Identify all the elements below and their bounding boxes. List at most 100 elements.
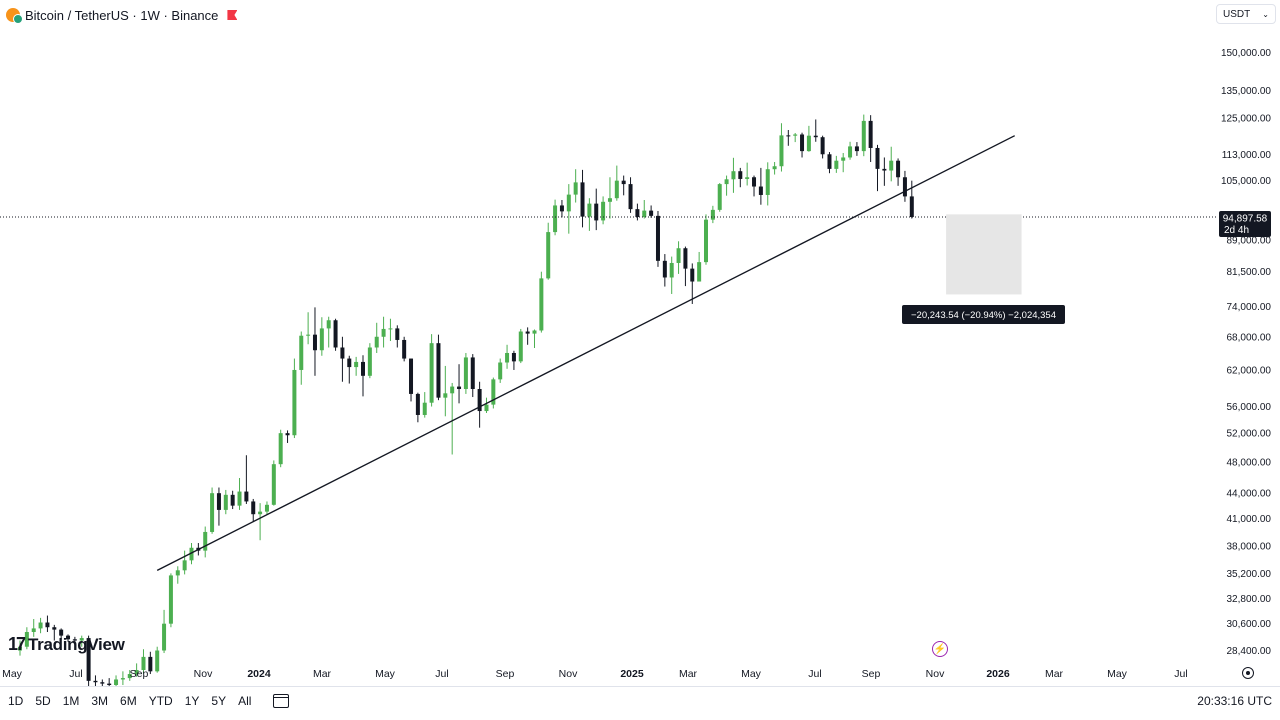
candle bbox=[758, 167, 763, 205]
candle bbox=[806, 125, 811, 152]
time-tick-label: Nov bbox=[194, 668, 213, 680]
time-tick-label: Mar bbox=[1045, 668, 1064, 680]
candle-body bbox=[655, 215, 660, 261]
symbol-header[interactable]: Bitcoin / TetherUS · 1W · Binance bbox=[6, 6, 238, 24]
candle-body bbox=[79, 638, 84, 641]
candle-body bbox=[854, 146, 859, 152]
candle-body bbox=[450, 386, 455, 394]
gear-icon[interactable] bbox=[1242, 667, 1254, 679]
candle bbox=[443, 365, 448, 417]
candle bbox=[697, 251, 702, 282]
candle bbox=[477, 381, 482, 428]
candle-body bbox=[594, 203, 599, 221]
candle bbox=[361, 355, 365, 397]
candle-body bbox=[141, 656, 146, 670]
time-tick-label: May bbox=[1107, 668, 1128, 680]
candle bbox=[381, 316, 386, 348]
range-1m[interactable]: 1M bbox=[62, 694, 80, 708]
candle-body bbox=[367, 347, 372, 376]
range-3m[interactable]: 3M bbox=[91, 694, 109, 708]
candle bbox=[710, 205, 715, 224]
candle bbox=[868, 115, 873, 162]
candle bbox=[409, 358, 414, 402]
candle bbox=[882, 157, 887, 186]
candle-body bbox=[319, 328, 324, 351]
range-1d[interactable]: 1D bbox=[8, 694, 24, 708]
candle-body bbox=[333, 320, 338, 348]
range-all[interactable]: All bbox=[238, 694, 252, 708]
trendline[interactable] bbox=[156, 135, 1016, 571]
tether-icon bbox=[13, 14, 23, 24]
candle bbox=[669, 256, 674, 294]
candle-body bbox=[381, 328, 386, 337]
candle bbox=[237, 477, 242, 510]
candle-body bbox=[580, 182, 585, 217]
candle bbox=[559, 199, 564, 218]
calendar-icon[interactable] bbox=[273, 694, 290, 708]
candle-body bbox=[457, 386, 462, 390]
candle-body bbox=[601, 201, 606, 221]
candle-body bbox=[52, 627, 57, 630]
candle bbox=[649, 205, 654, 218]
candle bbox=[566, 184, 571, 234]
candle bbox=[429, 334, 434, 407]
currency-select[interactable]: USDT ⌄ bbox=[1216, 4, 1276, 24]
candle bbox=[724, 175, 729, 196]
candle-body bbox=[676, 248, 681, 263]
price-tick-label: 48,000.00 bbox=[1227, 457, 1272, 468]
candle bbox=[834, 155, 839, 173]
candle-body bbox=[813, 135, 818, 138]
candle-body bbox=[717, 184, 722, 210]
candle-body bbox=[731, 171, 736, 180]
candle-body bbox=[607, 198, 612, 202]
range-6m[interactable]: 6M bbox=[120, 694, 137, 708]
candle bbox=[580, 169, 585, 228]
candle-body bbox=[875, 147, 880, 169]
candle bbox=[367, 343, 372, 379]
price-chart[interactable]: 150,000.00 135,000.00 125,000.00 113,000.00… bbox=[0, 0, 1280, 686]
candle bbox=[813, 119, 818, 142]
candle bbox=[230, 490, 235, 510]
candle-body bbox=[649, 210, 654, 216]
measure-box[interactable] bbox=[946, 214, 1022, 295]
candle-body bbox=[662, 260, 667, 278]
candle bbox=[162, 609, 167, 654]
flag-icon[interactable] bbox=[227, 10, 238, 20]
candles bbox=[18, 114, 914, 686]
candle bbox=[902, 170, 907, 202]
time-tick-label: May bbox=[375, 668, 396, 680]
range-ytd[interactable]: YTD bbox=[148, 694, 173, 708]
candle bbox=[662, 254, 667, 287]
candle bbox=[635, 203, 640, 221]
price-tick-label: 81,500.00 bbox=[1227, 267, 1272, 278]
candle-body bbox=[361, 361, 365, 376]
candle bbox=[271, 460, 276, 506]
candle-body bbox=[422, 402, 427, 415]
candle bbox=[642, 199, 647, 219]
candle-body bbox=[779, 135, 784, 167]
candle bbox=[120, 671, 125, 686]
candle-body bbox=[189, 547, 194, 561]
candle-body bbox=[114, 679, 119, 686]
candle-body bbox=[162, 623, 167, 651]
candle bbox=[134, 663, 139, 677]
utc-clock[interactable]: 20:33:16 UTC bbox=[1197, 694, 1272, 708]
candle bbox=[415, 392, 420, 423]
candle bbox=[258, 503, 263, 541]
range-1y[interactable]: 1Y bbox=[184, 694, 200, 708]
range-5y[interactable]: 5Y bbox=[211, 694, 227, 708]
flash-icon[interactable]: ⚡ bbox=[932, 641, 948, 657]
candle bbox=[31, 619, 36, 637]
candle-body bbox=[484, 404, 489, 412]
candle-body bbox=[889, 160, 894, 171]
candle-body bbox=[86, 638, 91, 681]
range-5d[interactable]: 5D bbox=[35, 694, 51, 708]
bitcoin-icon bbox=[6, 8, 23, 24]
candle bbox=[148, 651, 153, 675]
time-tick-label: Sep bbox=[862, 668, 881, 680]
symbol-title[interactable]: Bitcoin / TetherUS · 1W · Binance bbox=[25, 7, 219, 23]
candle-body bbox=[827, 154, 832, 169]
candle bbox=[422, 392, 427, 418]
candle bbox=[587, 198, 592, 231]
candle-body bbox=[628, 184, 633, 210]
